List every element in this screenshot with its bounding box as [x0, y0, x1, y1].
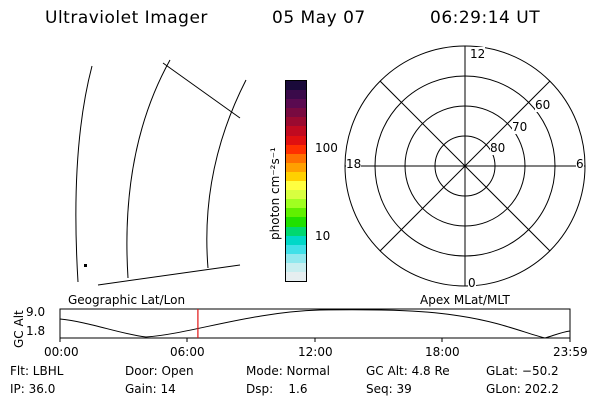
timeline-xlabel-0600: 06:00: [170, 345, 205, 359]
colorbar-swatch: [286, 217, 306, 227]
status-door: Door: Open: [125, 364, 194, 378]
timeline-xlabel-0000: 00:00: [44, 345, 79, 359]
status-dsp: Dsp: 1.6: [246, 382, 308, 396]
mlt-label-0: 0: [468, 276, 476, 290]
mlat-label-60: 60: [535, 98, 551, 112]
colorbar-swatch: [286, 135, 306, 145]
colorbar-swatch: [286, 199, 306, 209]
colorbar-swatch: [286, 271, 306, 282]
colorbar-swatch: [286, 126, 306, 136]
timeline-ytick-9: 9.0: [26, 305, 46, 319]
status-mode: Mode: Normal: [246, 364, 330, 378]
mlt-label-12: 12: [470, 47, 486, 61]
latitude-line: [162, 62, 241, 119]
geographic-label: Geographic Lat/Lon: [68, 293, 186, 307]
timeline-xlabel-2359: 23:59: [553, 345, 588, 359]
colorbar-swatch: [286, 208, 306, 218]
colorbar-swatch: [286, 171, 306, 182]
colorbar: [285, 80, 307, 282]
apex-label: Apex MLat/MLT: [420, 293, 510, 307]
colorbar-swatch: [286, 153, 306, 163]
colorbar-swatch: [286, 226, 306, 236]
observation-time: 06:29:14 UT: [430, 8, 541, 28]
longitude-line: [206, 79, 247, 269]
mlt-label-18: 18: [346, 157, 362, 171]
colorbar-swatch: [286, 90, 306, 100]
colorbar-tick-100: 100: [315, 141, 338, 155]
timeline-xlabel-1800: 18:00: [425, 345, 460, 359]
timeline-xlabel-1200: 12:00: [298, 345, 333, 359]
colorbar-swatch: [286, 81, 306, 91]
colorbar-tick-10: 10: [315, 229, 331, 243]
colorbar-swatch: [286, 190, 306, 200]
altitude-curve: [59, 309, 571, 339]
colorbar-swatch: [286, 262, 306, 272]
status-glat: GLat: −50.2: [486, 364, 559, 378]
status-ip: IP: 36.0: [10, 382, 56, 396]
status-seq: Seq: 39: [366, 382, 412, 396]
colorbar-swatch: [286, 117, 306, 127]
longitude-line: [75, 65, 93, 283]
status-glon: GLon: 202.2: [486, 382, 559, 396]
mlt-label-6: 6: [576, 157, 584, 171]
timeline-ytick-1-8: 1.8: [26, 324, 46, 338]
status-gc-alt: GC Alt: 4.8 Re: [366, 364, 450, 378]
polar-diagonal: [379, 80, 551, 252]
colorbar-swatch: [286, 99, 306, 109]
observation-date: 05 May 07: [272, 8, 366, 28]
colorbar-swatch: [286, 162, 306, 172]
colorbar-swatch: [286, 181, 306, 191]
colorbar-swatch: [286, 108, 306, 118]
colorbar-swatch: [286, 144, 306, 154]
status-gain: Gain: 14: [125, 382, 176, 396]
colorbar-swatch: [286, 244, 306, 254]
timeline-frame: [59, 308, 571, 339]
map-dot: [84, 264, 87, 267]
mlat-label-70: 70: [512, 120, 528, 134]
mlat-label-80: 80: [490, 141, 506, 155]
colorbar-swatch: [286, 253, 306, 263]
latitude-line: [97, 264, 241, 286]
instrument-title: Ultraviolet Imager: [45, 8, 208, 28]
longitude-line: [126, 59, 171, 279]
colorbar-swatch: [286, 235, 306, 245]
status-filter: Flt: LBHL: [10, 364, 64, 378]
